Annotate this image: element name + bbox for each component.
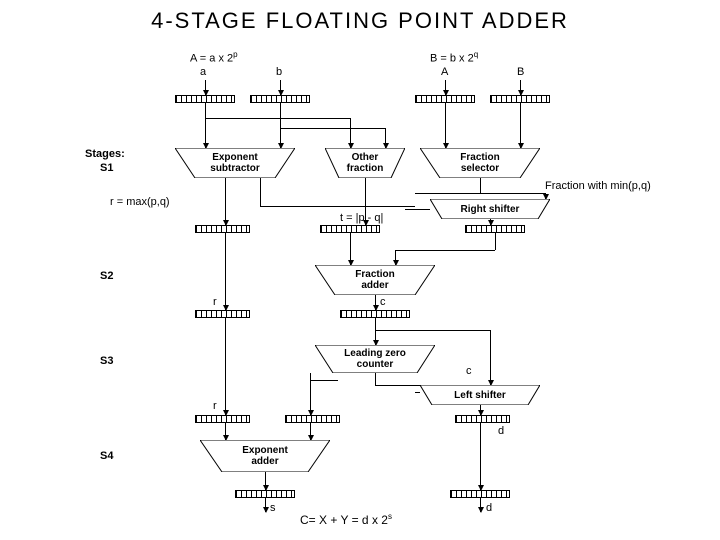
register: [465, 225, 525, 233]
block-leading-zero-counter: Leading zerocounter: [315, 345, 435, 373]
wire: [365, 178, 366, 225]
label-d2: d: [486, 502, 492, 514]
label-c1: c: [380, 296, 386, 308]
label-r1: r: [213, 296, 217, 308]
wire: [205, 103, 206, 148]
input-b-expr: B = b x 2q: [430, 50, 478, 65]
wire: [310, 423, 311, 440]
wire: [225, 233, 226, 310]
wire: [225, 178, 226, 225]
wire: [395, 250, 396, 265]
stage-s4: S4: [100, 450, 113, 462]
register: [195, 415, 250, 423]
register: [195, 225, 250, 233]
label-frac-min: Fraction with min(p,q): [545, 180, 651, 192]
register: [235, 490, 295, 498]
wire: [205, 80, 206, 95]
wire: [490, 330, 491, 385]
label-b: b: [276, 66, 282, 78]
block-exponent-subtractor: Exponentsubtractor: [175, 148, 295, 178]
wire: [205, 118, 350, 119]
stage-s3: S3: [100, 355, 113, 367]
wire: [375, 373, 376, 385]
register: [320, 225, 380, 233]
wire: [520, 103, 521, 148]
wire: [395, 250, 495, 251]
register: [455, 415, 510, 423]
wire: [480, 405, 481, 415]
register: [285, 415, 340, 423]
register: [415, 95, 475, 103]
wire: [310, 380, 338, 381]
wire: [445, 103, 446, 148]
label-c2: c: [466, 365, 472, 377]
wire: [495, 233, 496, 250]
block-left-shifter: Left shifter: [420, 385, 540, 405]
stage-s2: S2: [100, 270, 113, 282]
register: [175, 95, 235, 103]
register: [490, 95, 550, 103]
label-d1: d: [498, 425, 504, 437]
wire: [445, 80, 446, 95]
stage-s1: S1: [100, 162, 113, 174]
wire: [260, 178, 261, 206]
wire: [480, 423, 481, 490]
wire: [350, 118, 351, 148]
label-A: A: [441, 66, 448, 78]
page-title: 4-STAGE FLOATING POINT ADDER: [0, 8, 720, 34]
wire: [225, 318, 226, 415]
label-a: a: [200, 66, 206, 78]
block-fraction-adder: Fractionadder: [315, 265, 435, 295]
wire: [280, 80, 281, 95]
register: [450, 490, 510, 498]
wire: [225, 423, 226, 440]
label-B: B: [517, 66, 524, 78]
register: [340, 310, 410, 318]
wire: [480, 178, 481, 193]
result-expr: C= X + Y = d x 2s: [300, 512, 392, 527]
label-r2: r: [213, 400, 217, 412]
wire: [520, 80, 521, 95]
label-s: s: [270, 502, 276, 514]
block-fraction-selector: Fractionselector: [420, 148, 540, 178]
wire: [265, 498, 266, 512]
wire: [375, 295, 376, 310]
block-other-fraction: Otherfraction: [325, 148, 405, 178]
register: [195, 310, 250, 318]
register: [250, 95, 310, 103]
label-r-eq: r = max(p,q): [110, 196, 170, 208]
wire: [265, 472, 266, 490]
wire: [480, 498, 481, 512]
wire: [260, 206, 415, 207]
input-a-expr: A = a x 2p: [190, 50, 238, 65]
wire: [415, 193, 545, 194]
wire: [405, 209, 430, 210]
wire: [375, 318, 376, 345]
block-right-shifter: Right shifter: [430, 199, 550, 219]
wire: [350, 233, 351, 265]
wire: [385, 128, 386, 148]
wire: [375, 330, 490, 331]
label-t-eq: t = |p - q|: [340, 212, 383, 224]
wire: [280, 103, 281, 148]
block-exponent-adder: Exponentadder: [200, 440, 330, 472]
wire: [280, 128, 385, 129]
stages-header: Stages:: [85, 148, 125, 160]
